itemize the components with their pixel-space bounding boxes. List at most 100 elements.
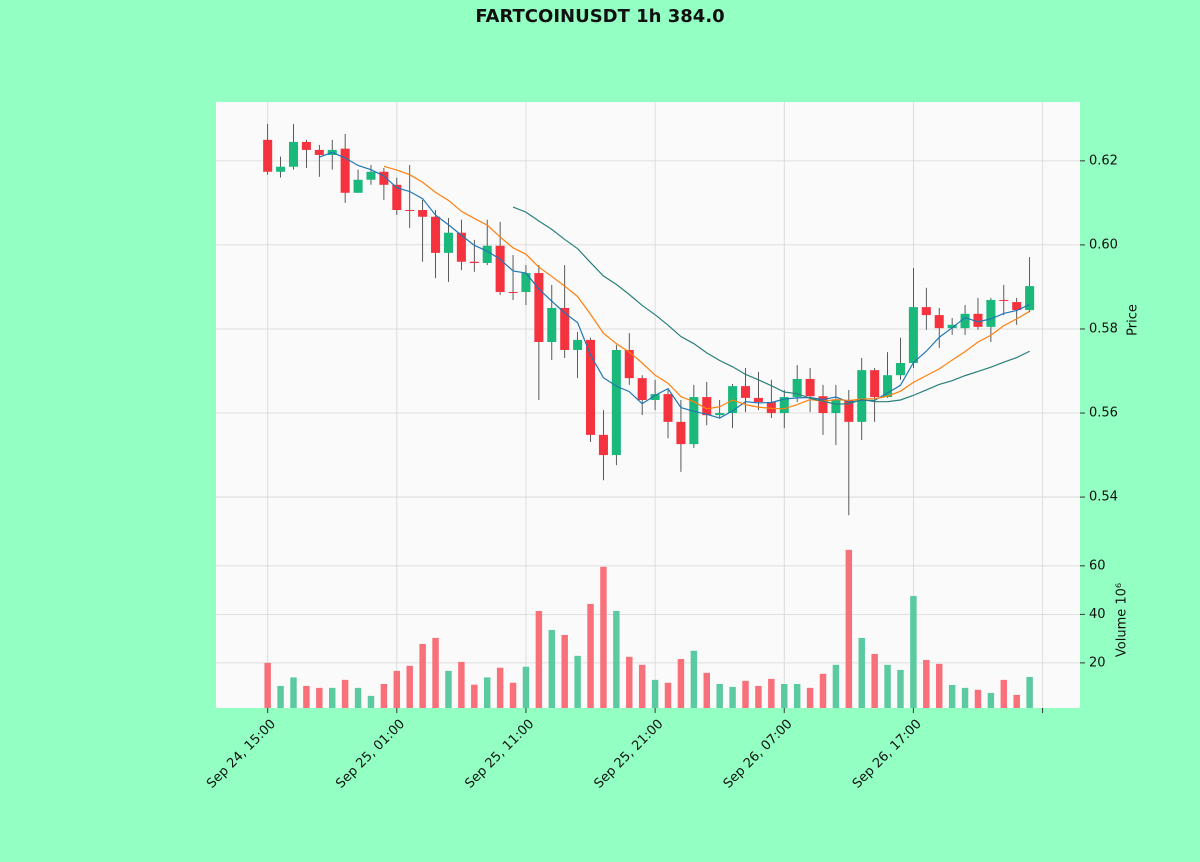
candle-body	[650, 394, 660, 400]
volume-y-tick-label: 20	[1089, 655, 1106, 670]
volume-bar	[1000, 679, 1008, 708]
candle-body	[857, 370, 867, 422]
candle-body	[573, 339, 583, 350]
candle-body	[495, 245, 505, 292]
volume-bar	[638, 664, 646, 708]
candle-body	[314, 149, 324, 155]
candle-body	[1025, 286, 1035, 311]
candle-body	[366, 171, 376, 180]
candle-body	[1012, 302, 1022, 311]
volume-bar	[329, 687, 336, 708]
volume-bar	[793, 683, 801, 708]
candle-body	[392, 184, 402, 211]
volume-bar	[936, 663, 943, 708]
candle-body	[844, 399, 854, 422]
y-tick-label: 0.54	[1089, 490, 1118, 505]
candle-body	[921, 307, 931, 316]
volume-bar	[522, 666, 530, 708]
volume-bar	[600, 566, 607, 708]
volume-bar	[626, 656, 633, 708]
volume-bar	[806, 687, 814, 708]
y-tick-label: 0.56	[1089, 406, 1118, 421]
volume-bar	[664, 682, 672, 708]
candle-body	[870, 370, 880, 398]
candle-body	[263, 139, 273, 172]
volume-bar	[354, 687, 362, 708]
volume-bar	[419, 643, 426, 708]
volume-bar	[755, 685, 762, 708]
candle-body	[689, 397, 699, 445]
candle-body	[715, 413, 725, 416]
candle-body	[276, 166, 286, 172]
volume-bar	[341, 679, 349, 708]
volume-bar	[613, 610, 620, 708]
volume-y-tick-label: 60	[1089, 558, 1106, 573]
candle-body	[418, 210, 428, 217]
volume-bar	[277, 685, 284, 708]
candle-body	[482, 245, 492, 263]
volume-bar	[587, 603, 594, 708]
moving-average-line	[319, 151, 1030, 419]
volume-y-tick-label: 40	[1089, 607, 1106, 622]
candle-body	[947, 324, 957, 329]
candle-body	[986, 299, 996, 327]
volume-bar	[406, 665, 413, 708]
volume-bar	[561, 634, 568, 708]
volume-bar	[987, 692, 995, 708]
volume-bar	[742, 680, 749, 708]
candle-body	[805, 378, 815, 397]
y-axis-label: Price	[1126, 304, 1141, 336]
volume-bar	[380, 683, 388, 708]
candle-body	[288, 141, 299, 167]
candle-body	[624, 349, 634, 379]
candle-body	[792, 378, 802, 398]
moving-average-line	[512, 206, 1030, 405]
volume-bar	[483, 677, 491, 708]
x-tick-label: Sep 26, 07:00	[721, 717, 796, 792]
candle-body	[340, 148, 350, 193]
candle-body	[560, 307, 570, 350]
candle-body	[431, 216, 441, 253]
volume-bar	[303, 685, 310, 708]
candle-body	[779, 397, 789, 414]
candle-body	[469, 261, 479, 263]
volume-bar	[535, 610, 543, 708]
volume-bar	[1013, 694, 1020, 708]
volume-bar	[897, 669, 904, 708]
volume-bar	[458, 661, 465, 708]
candle-body	[702, 397, 712, 416]
candle-body	[301, 141, 311, 150]
volume-bar	[923, 659, 930, 708]
candle-body	[663, 394, 673, 422]
candle-body	[883, 375, 893, 398]
candle-body	[547, 307, 557, 342]
volume-bar	[445, 670, 452, 708]
volume-bar	[367, 695, 375, 708]
candle-body	[353, 179, 363, 193]
volume-bar	[781, 683, 788, 708]
volume-bar	[716, 683, 723, 708]
volume-bar	[509, 682, 517, 708]
volume-bar	[871, 653, 878, 708]
volume-bar	[974, 689, 982, 708]
candle-body	[908, 307, 918, 364]
candle-body	[405, 210, 415, 212]
candle-body	[973, 313, 983, 327]
volume-bar	[432, 637, 439, 708]
volume-bar	[690, 650, 698, 708]
marks	[263, 123, 1035, 708]
y-tick-label: 0.60	[1089, 237, 1118, 252]
volume-bar	[574, 655, 581, 708]
candle-body	[766, 402, 776, 414]
volume-bar	[819, 673, 827, 708]
volume-bar	[832, 664, 840, 708]
y-tick-label: 0.62	[1089, 153, 1118, 168]
y-tick-label: 0.58	[1089, 321, 1118, 336]
volume-bar	[677, 659, 685, 708]
candle-body	[379, 171, 389, 185]
volume-bar	[471, 684, 478, 708]
x-tick-label: Sep 25, 11:00	[462, 717, 537, 792]
volume-bar	[1026, 676, 1033, 708]
volume-bar	[496, 667, 504, 708]
